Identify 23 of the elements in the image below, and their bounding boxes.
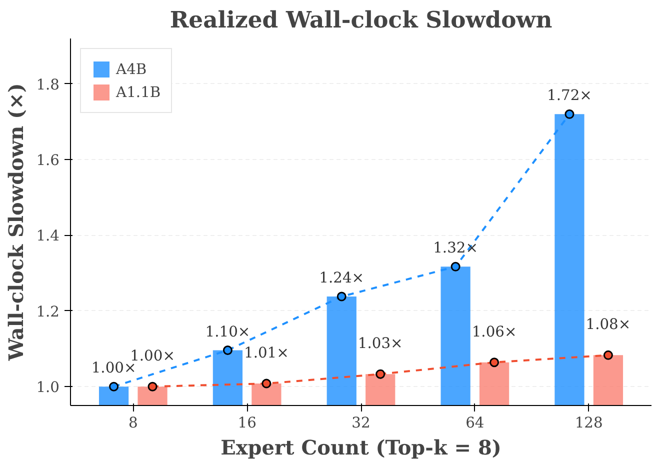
x-tick-label: 128 [574,414,603,432]
data-label: 1.03× [358,335,403,352]
y-tick-label: 1.0 [36,379,60,396]
chart-title: Realized Wall-clock Slowdown [170,8,552,34]
legend-label: A4B [116,60,147,78]
data-label: 1.06× [472,323,517,340]
data-label: 1.08× [586,316,631,334]
legend-label: A1.1B [116,84,161,100]
y-tick-label: 1.2 [36,303,60,320]
x-tick-label: 8 [128,414,138,432]
data-label: 1.10× [205,323,250,340]
y-tick-label: 1.6 [36,152,60,170]
y-tick-label: 1.8 [36,76,60,94]
y-tick-label: 1.4 [36,228,60,245]
data-label: 1.32× [433,240,478,257]
x-tick-label: 16 [238,414,256,432]
x-tick-label: 32 [352,414,370,432]
y-axis-title: Wall-clock Slowdown (×) [4,83,28,362]
data-label: 1.72× [547,87,592,104]
data-label: 1.01× [244,344,289,362]
x-tick-label: 64 [466,414,484,432]
data-label: 1.24× [319,270,364,287]
x-axis-title: Expert Count (Top-k = 8) [220,436,502,460]
